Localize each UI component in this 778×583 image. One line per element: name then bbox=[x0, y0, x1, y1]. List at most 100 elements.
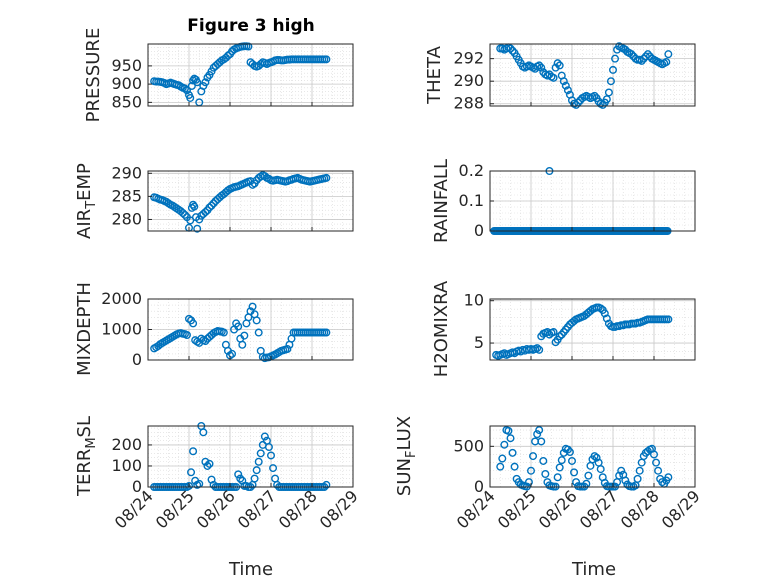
data-point bbox=[508, 46, 517, 55]
data-point bbox=[654, 466, 663, 475]
data-point bbox=[602, 314, 611, 323]
data-point bbox=[568, 456, 577, 465]
data-point bbox=[236, 474, 245, 483]
axes-box bbox=[489, 425, 696, 488]
y-tick-label: 0 bbox=[474, 477, 484, 496]
data-point bbox=[596, 304, 605, 313]
y-tick-label: 0 bbox=[474, 221, 484, 240]
data-point bbox=[565, 448, 574, 457]
data-point bbox=[664, 473, 673, 482]
data-point bbox=[190, 202, 199, 211]
x-tick-label: 08/29 bbox=[316, 486, 362, 532]
data-point bbox=[182, 330, 191, 339]
x-label-right: Time bbox=[571, 559, 616, 580]
axes-box bbox=[147, 170, 354, 232]
sun_flux-panel: 050008/2408/2508/2608/2708/2808/29SUNFLU… bbox=[394, 416, 704, 533]
y-tick-label: 285 bbox=[111, 186, 142, 205]
data-point bbox=[590, 452, 599, 461]
data-point bbox=[496, 462, 505, 471]
y-tick-label: 10 bbox=[464, 291, 484, 310]
data-point bbox=[322, 480, 331, 489]
data-point bbox=[555, 61, 564, 70]
data-point bbox=[205, 203, 214, 212]
data-point bbox=[252, 466, 261, 475]
y-axis-label: PRESSURE bbox=[83, 28, 104, 123]
data-point bbox=[506, 434, 515, 443]
y-axis-label: SUNFLUX bbox=[394, 416, 419, 496]
y-tick-label: 0 bbox=[132, 477, 142, 496]
y-tick-label: 290 bbox=[453, 71, 484, 90]
data-point bbox=[535, 426, 544, 435]
data-point bbox=[223, 51, 232, 60]
data-point bbox=[598, 100, 607, 109]
data-point bbox=[604, 88, 613, 97]
data-point bbox=[535, 61, 544, 70]
data-point bbox=[633, 474, 642, 483]
y-tick-label: 0.2 bbox=[459, 161, 484, 180]
y-tick-label: 900 bbox=[111, 74, 142, 93]
y-axis-label: AIRTEMP bbox=[74, 163, 99, 239]
data-point bbox=[650, 450, 659, 459]
y-tick-label: 292 bbox=[453, 49, 484, 68]
data-point bbox=[606, 77, 615, 86]
data-point bbox=[549, 328, 558, 337]
data-point bbox=[283, 345, 292, 354]
data-point bbox=[240, 331, 249, 340]
data-point bbox=[186, 93, 195, 102]
data-point bbox=[508, 448, 517, 457]
axes-box bbox=[147, 425, 354, 488]
data-point bbox=[590, 91, 599, 100]
mixdepth-panel: 0 1000 2000 MIXDEPTH bbox=[74, 282, 354, 376]
y-tick-label: 288 bbox=[453, 94, 484, 113]
data-point bbox=[178, 208, 187, 217]
y-tick-label: 5 bbox=[474, 333, 484, 352]
air_temp-panel: 280 285 290 AIRTEMP bbox=[74, 163, 354, 239]
data-point bbox=[533, 430, 542, 439]
data-point bbox=[664, 315, 673, 324]
y-axis-label: TERRMSL bbox=[74, 416, 99, 497]
data-point bbox=[637, 56, 646, 65]
data-point bbox=[537, 63, 546, 72]
y-axis-label: RAINFALL bbox=[431, 159, 452, 243]
data-point bbox=[658, 478, 667, 487]
data-point bbox=[570, 468, 579, 477]
y-tick-label: 850 bbox=[111, 92, 142, 111]
axes-box bbox=[489, 43, 696, 107]
data-point bbox=[592, 453, 601, 462]
data-point bbox=[615, 471, 624, 480]
x-tick-label: 08/27 bbox=[576, 486, 622, 532]
data-point bbox=[228, 349, 237, 358]
data-point bbox=[602, 95, 611, 104]
data-point bbox=[563, 86, 572, 95]
y-tick-label: 290 bbox=[111, 163, 142, 182]
data-point bbox=[248, 302, 257, 311]
data-point bbox=[201, 208, 210, 217]
data-point bbox=[504, 426, 513, 435]
data-point bbox=[252, 316, 261, 325]
data-point bbox=[203, 461, 212, 470]
x-tick-label: 08/28 bbox=[275, 486, 321, 532]
data-point bbox=[549, 73, 558, 82]
data-point bbox=[627, 50, 636, 59]
data-point bbox=[238, 340, 247, 349]
y-tick-label: 0.1 bbox=[459, 191, 484, 210]
data-point bbox=[193, 78, 202, 87]
y-tick-label: 1000 bbox=[101, 320, 142, 339]
data-point bbox=[609, 65, 618, 74]
data-point bbox=[187, 81, 196, 90]
y-axis-label: MIXDEPTH bbox=[74, 282, 95, 376]
data-point bbox=[193, 224, 202, 233]
x-tick-label: 08/26 bbox=[535, 486, 581, 532]
x-tick-label: 08/25 bbox=[152, 486, 198, 532]
data-point bbox=[184, 314, 193, 323]
data-point bbox=[529, 452, 538, 461]
data-point bbox=[209, 199, 218, 208]
x-tick-label: 08/27 bbox=[234, 486, 280, 532]
data-point bbox=[199, 428, 208, 437]
y-tick-label: 100 bbox=[111, 456, 142, 475]
data-point bbox=[269, 464, 278, 473]
data-point bbox=[506, 44, 515, 53]
data-point bbox=[535, 345, 544, 354]
data-point bbox=[201, 78, 210, 87]
